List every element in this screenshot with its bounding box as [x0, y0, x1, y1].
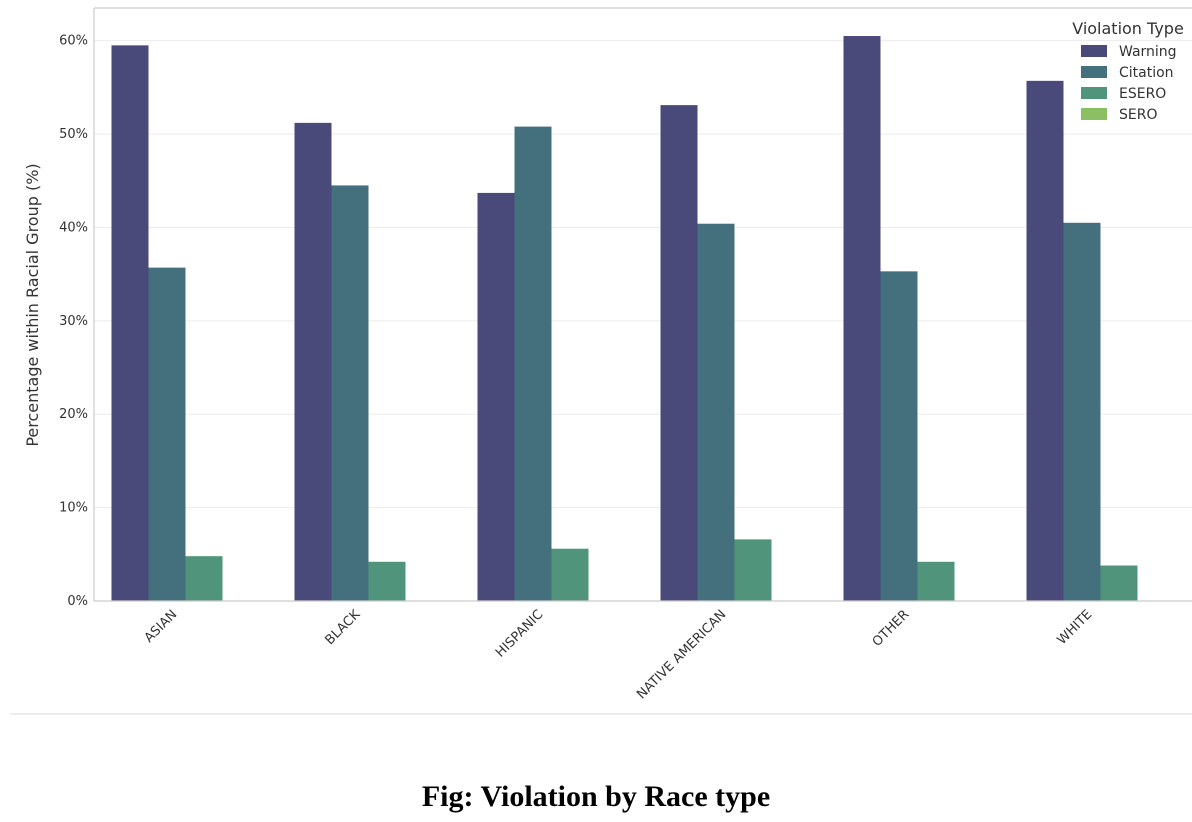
bar-citation-black — [331, 185, 369, 601]
legend-swatch-sero — [1081, 108, 1107, 120]
y-tick-label: 0% — [67, 594, 88, 609]
y-tick-label: 40% — [59, 220, 88, 235]
bar-esero-white — [1100, 565, 1138, 601]
y-tick-label: 50% — [59, 127, 88, 142]
x-tick-label: HISPANIC — [493, 607, 546, 660]
legend-label-citation: Citation — [1119, 65, 1174, 81]
bar-esero-black — [368, 561, 406, 601]
x-tick-label: ASIAN — [142, 607, 181, 646]
chart-area: 0% 10% 20% 30% 40% 50% 60% ASIAN BLACK HISPANIC N… — [10, 7, 1192, 715]
legend-swatch-esero — [1081, 87, 1107, 99]
legend-title: Violation Type — [1072, 19, 1184, 38]
x-tick-label: WHITE — [1055, 607, 1096, 648]
figure-caption: Fig: Violation by Race type — [421, 780, 771, 813]
bar-citation-other — [880, 271, 918, 601]
bar-warning-black — [294, 122, 332, 602]
y-tick-labels: 0% 10% 20% 30% 40% 50% 60% — [59, 34, 88, 609]
x-tick-label: BLACK — [323, 607, 364, 648]
bars — [111, 36, 1138, 602]
x-tick-label: NATIVE AMERICAN — [634, 607, 729, 702]
x-tick-label: OTHER — [870, 607, 913, 650]
bar-warning-white — [1026, 80, 1064, 601]
legend-label-esero: ESERO — [1119, 86, 1166, 102]
legend: Violation Type Warning Citation ESERO SERO — [1072, 19, 1184, 123]
legend-label-sero: SERO — [1119, 107, 1157, 123]
x-tick-labels: ASIAN BLACK HISPANIC NATIVE AMERICAN OTHER WH… — [142, 607, 1096, 702]
bar-esero-hispanic — [551, 548, 589, 601]
legend-swatch-citation — [1081, 66, 1107, 78]
bar-citation-white — [1063, 222, 1101, 601]
bar-esero-native-american — [734, 539, 772, 601]
axes — [93, 7, 1192, 602]
bar-warning-asian — [111, 45, 149, 602]
legend-label-warning: Warning — [1119, 44, 1177, 60]
y-tick-label: 60% — [59, 34, 88, 49]
bar-esero-asian — [185, 556, 223, 601]
bar-chart: 0% 10% 20% 30% 40% 50% 60% ASIAN BLACK HISPANIC N… — [10, 7, 1192, 715]
bar-warning-other — [843, 36, 881, 601]
legend-swatch-warning — [1081, 45, 1107, 57]
y-axis-label: Percentage within Racial Group (%) — [23, 163, 42, 446]
bar-warning-native-american — [660, 105, 698, 601]
bar-esero-other — [917, 561, 955, 601]
y-tick-label: 20% — [59, 407, 88, 422]
bar-citation-asian — [148, 267, 186, 601]
bar-citation-native-american — [697, 223, 735, 601]
bar-warning-hispanic — [477, 192, 515, 601]
y-tick-label: 10% — [59, 501, 88, 516]
bar-citation-hispanic — [514, 126, 552, 601]
y-tick-label: 30% — [59, 314, 88, 329]
